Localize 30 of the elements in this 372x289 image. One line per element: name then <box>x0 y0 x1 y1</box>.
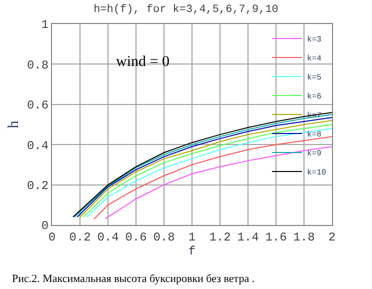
x-tick-label: 1.6 <box>265 230 287 244</box>
x-tick-label: 1.2 <box>209 230 231 244</box>
x-tick-label: 2 <box>328 230 336 244</box>
legend-label: k=9 <box>307 150 322 159</box>
line-series <box>104 146 332 220</box>
chart-title: h=h(f), for k=3,4,5,6,7,9,10 <box>94 4 278 16</box>
x-tick-label: 0.4 <box>97 230 119 244</box>
y-tick-label: 1 <box>41 18 49 32</box>
y-tick-label: 0.8 <box>26 58 49 72</box>
y-tick-label: 0 <box>41 219 49 234</box>
x-tick-label: 1.8 <box>293 230 315 244</box>
x-tick-label: 1.4 <box>237 230 259 244</box>
x-tick-label: 0.8 <box>153 230 175 244</box>
y-tick-label: 0.2 <box>26 179 49 193</box>
legend-label: k=6 <box>307 92 322 102</box>
x-tick-label: 1 <box>188 230 196 244</box>
text: Рис.2. Максимальная высота буксировки без ветра . <box>12 273 255 285</box>
legend-label: k=7 <box>307 112 322 121</box>
y-axis-title: h <box>6 120 22 128</box>
legend-label: k=4 <box>307 54 322 64</box>
legend-label: k=10 <box>307 168 326 178</box>
x-axis-title: f <box>188 244 196 258</box>
y-tick-label: 0.4 <box>26 138 49 153</box>
x-tick-label: 0.6 <box>125 230 147 244</box>
legend-label: k=8 <box>307 130 322 140</box>
legend-label: k=3 <box>307 36 322 45</box>
y-tick-label: 0.6 <box>26 98 49 113</box>
legend-label: k=5 <box>307 74 322 83</box>
annotation: wind = 0 <box>116 54 170 70</box>
x-tick-label: 0.2 <box>69 230 91 244</box>
